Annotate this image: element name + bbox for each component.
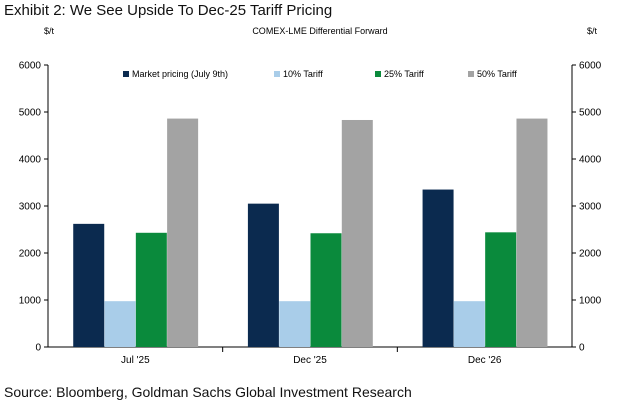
bar-market-pricing-july-9th-1	[73, 223, 105, 347]
y-tick-label-left: 3000	[19, 202, 42, 213]
exhibit-title: Exhibit 2: We See Upside To Dec-25 Tarif…	[4, 2, 333, 19]
chart-title: COMEX-LME Differential Forward	[252, 26, 387, 36]
bar-50-tariff-3	[516, 118, 548, 347]
y-axis-label-left: $/t	[44, 26, 55, 36]
y-tick-label-left: 6000	[19, 61, 42, 72]
y-tick-label-right: 4000	[579, 155, 602, 166]
bar-chart: COMEX-LME Differential Forward $/t $/t 0…	[19, 26, 602, 366]
x-tick-label: Dec '25	[293, 355, 327, 366]
bar-10-tariff-3	[453, 301, 485, 347]
chart-container: COMEX-LME Differential Forward $/t $/t 0…	[0, 20, 623, 372]
bar-25-tariff-3	[485, 232, 517, 347]
legend-swatch	[123, 71, 129, 77]
y-tick-label-left: 0	[35, 343, 41, 354]
y-tick-label-right: 0	[579, 343, 585, 354]
legend-label: 25% Tariff	[384, 69, 424, 79]
legend-swatch	[375, 71, 381, 77]
x-tick-label: Jul '25	[121, 355, 150, 366]
y-tick-label-left: 2000	[19, 249, 42, 260]
legend-swatch	[274, 71, 280, 77]
bar-50-tariff-2	[341, 119, 373, 348]
y-axis-label-right: $/t	[587, 26, 598, 36]
y-tick-label-right: 5000	[579, 108, 602, 119]
legend-label: 10% Tariff	[283, 69, 323, 79]
y-tick-label-right: 6000	[579, 61, 602, 72]
y-tick-label-left: 4000	[19, 155, 42, 166]
y-tick-label-right: 3000	[579, 202, 602, 213]
y-tick-label-right: 1000	[579, 296, 602, 307]
source-note: Source: Bloomberg, Goldman Sachs Global …	[4, 384, 412, 400]
y-tick-label-left: 5000	[19, 108, 42, 119]
bar-25-tariff-2	[310, 233, 342, 347]
bar-10-tariff-2	[279, 301, 311, 347]
bar-market-pricing-july-9th-3	[422, 189, 454, 347]
y-tick-label-left: 1000	[19, 296, 42, 307]
x-tick-label: Dec '26	[468, 355, 502, 366]
legend: Market pricing (July 9th) 10% Tariff 25% T…	[123, 69, 517, 79]
legend-label: 50% Tariff	[477, 69, 517, 79]
bar-50-tariff-1	[167, 118, 199, 347]
bar-market-pricing-july-9th-2	[247, 203, 279, 347]
legend-label: Market pricing (July 9th)	[132, 69, 228, 79]
bar-10-tariff-1	[104, 301, 136, 347]
bar-25-tariff-1	[135, 232, 167, 347]
bars	[73, 118, 548, 348]
legend-swatch	[468, 71, 474, 77]
y-tick-label-right: 2000	[579, 249, 602, 260]
